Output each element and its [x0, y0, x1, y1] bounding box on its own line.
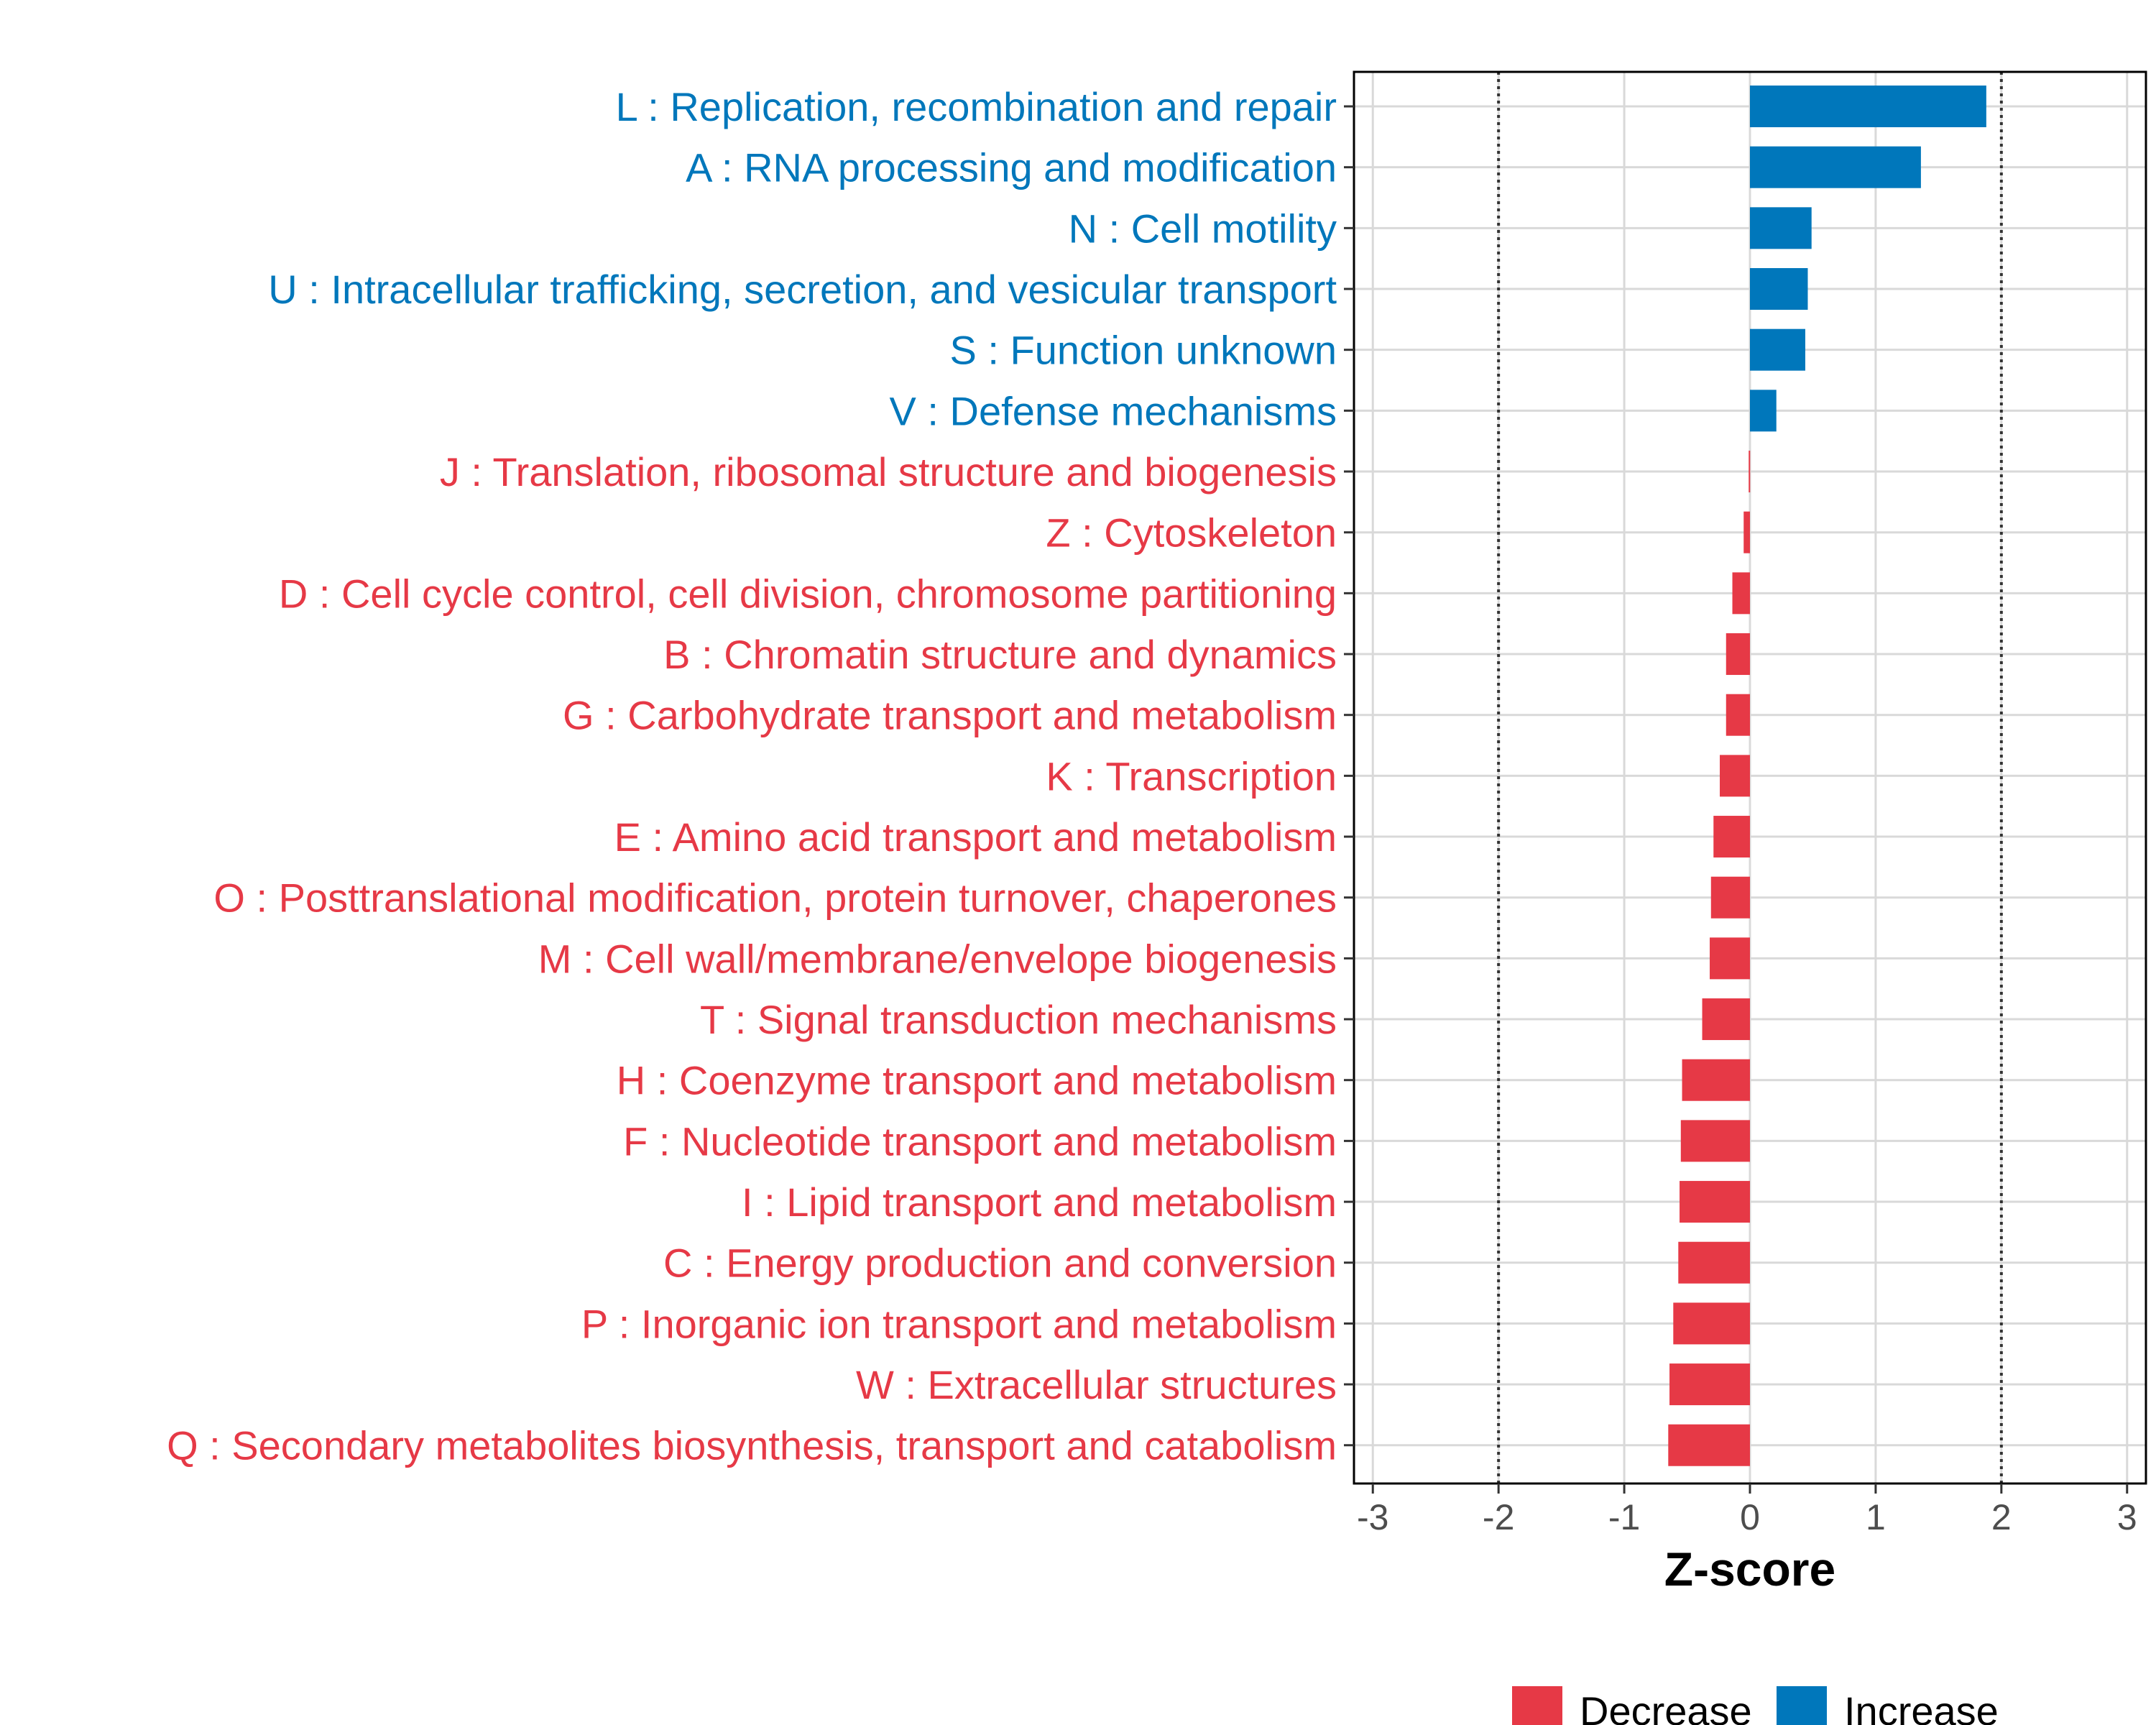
- category-label: D : Cell cycle control, cell division, c…: [279, 571, 1337, 616]
- x-axis-ticks: [1371, 1484, 2129, 1494]
- bar-b: [1726, 633, 1750, 676]
- bar-a: [1750, 146, 1921, 188]
- category-label: C : Energy production and conversion: [663, 1241, 1337, 1286]
- bar-c: [1678, 1241, 1750, 1284]
- category-label: B : Chromatin structure and dynamics: [663, 632, 1337, 677]
- category-label: U : Intracellular trafficking, secretion…: [268, 267, 1337, 312]
- category-label: F : Nucleotide transport and metabolism: [623, 1118, 1337, 1164]
- bar-o: [1710, 876, 1750, 919]
- category-label: K : Transcription: [1046, 753, 1337, 799]
- bar-h: [1682, 1059, 1750, 1101]
- category-label: P : Inorganic ion transport and metaboli…: [581, 1301, 1337, 1346]
- bar-d: [1732, 572, 1750, 615]
- category-label: T : Signal transduction mechanisms: [700, 997, 1337, 1042]
- bar-u: [1750, 268, 1808, 310]
- legend-label-increase: Increase: [1844, 1688, 1999, 1725]
- legend: Decrease Increase: [1512, 1686, 1999, 1725]
- bar-q: [1668, 1424, 1750, 1466]
- category-label: A : RNA processing and modification: [686, 145, 1337, 190]
- bar-t: [1702, 998, 1750, 1041]
- category-label: S : Function unknown: [949, 328, 1337, 373]
- category-label: H : Coenzyme transport and metabolism: [617, 1058, 1337, 1103]
- x-tick-label: -2: [1483, 1497, 1514, 1537]
- category-label: N : Cell motility: [1069, 206, 1337, 251]
- bar-w: [1669, 1363, 1750, 1406]
- bar-k: [1720, 755, 1750, 797]
- legend-swatch-increase: [1777, 1686, 1827, 1725]
- category-label: W : Extracellular structures: [856, 1362, 1337, 1407]
- bar-i: [1680, 1181, 1750, 1223]
- category-label: O : Posttranslational modification, prot…: [213, 875, 1337, 921]
- bar-s: [1750, 328, 1805, 371]
- category-label: I : Lipid transport and metabolism: [742, 1179, 1337, 1225]
- category-label: E : Amino acid transport and metabolism: [614, 814, 1337, 860]
- x-tick-label: 2: [1991, 1497, 2012, 1537]
- x-tick-label: 0: [1740, 1497, 1760, 1537]
- category-label: Q : Secondary metabolites biosynthesis, …: [167, 1423, 1337, 1468]
- bar-e: [1713, 816, 1750, 858]
- category-label: G : Carbohydrate transport and metabolis…: [563, 693, 1337, 738]
- reference-lines: [1497, 72, 2003, 1484]
- category-label: L : Replication, recombination and repai…: [616, 84, 1337, 129]
- x-tick-label: -3: [1357, 1497, 1388, 1537]
- y-axis-ticks: [1344, 105, 1354, 1447]
- bar-l: [1750, 86, 1986, 127]
- bars: [1668, 86, 1986, 1466]
- x-tick-label: 1: [1866, 1497, 1886, 1537]
- category-labels: L : Replication, recombination and repai…: [167, 84, 1337, 1468]
- bar-f: [1680, 1120, 1750, 1162]
- category-label: Z : Cytoskeleton: [1046, 510, 1337, 556]
- legend-label-decrease: Decrease: [1580, 1688, 1752, 1725]
- x-tick-label: -1: [1608, 1497, 1640, 1537]
- bar-m: [1710, 937, 1750, 980]
- bar-g: [1726, 694, 1750, 736]
- x-tick-label: 3: [2117, 1497, 2137, 1537]
- bar-p: [1673, 1302, 1750, 1345]
- bar-n: [1750, 207, 1812, 249]
- x-tick-labels: -3 -2 -1 0 1 2 3: [1357, 1497, 2137, 1537]
- category-label: M : Cell wall/membrane/envelope biogenes…: [538, 936, 1337, 981]
- bar-j: [1749, 451, 1751, 493]
- legend-swatch-decrease: [1512, 1686, 1562, 1725]
- category-label: J : Translation, ribosomal structure and…: [440, 449, 1337, 494]
- bar-z: [1743, 511, 1750, 553]
- x-axis-title: Z-score: [1664, 1542, 1835, 1596]
- category-label: V : Defense mechanisms: [890, 388, 1337, 433]
- bar-v: [1750, 390, 1777, 432]
